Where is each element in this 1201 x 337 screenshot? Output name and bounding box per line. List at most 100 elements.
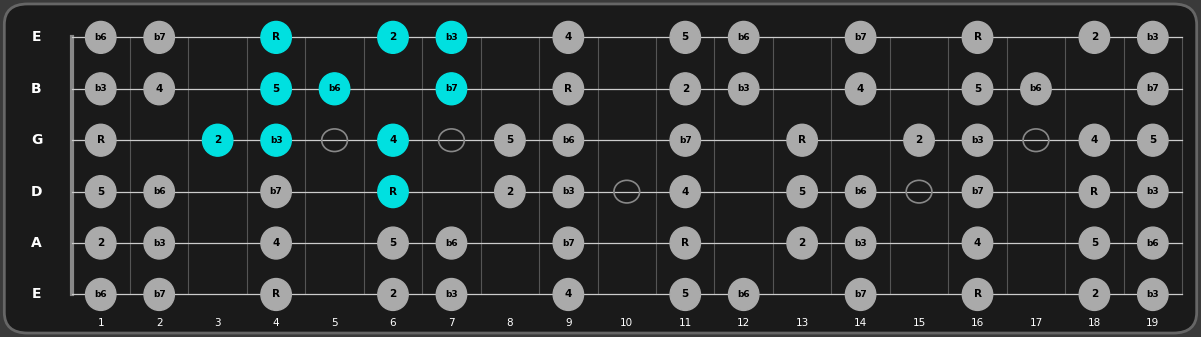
Ellipse shape xyxy=(261,22,292,53)
Text: 2: 2 xyxy=(682,84,689,94)
Ellipse shape xyxy=(554,227,584,259)
Ellipse shape xyxy=(1137,279,1169,310)
FancyBboxPatch shape xyxy=(5,4,1196,333)
Text: R: R xyxy=(389,187,398,196)
Text: b7: b7 xyxy=(854,290,867,299)
Text: A: A xyxy=(31,236,42,250)
Ellipse shape xyxy=(144,22,174,53)
Text: 2: 2 xyxy=(507,187,514,196)
Text: b3: b3 xyxy=(1147,290,1159,299)
Ellipse shape xyxy=(962,124,993,156)
Text: E: E xyxy=(31,30,41,44)
Ellipse shape xyxy=(495,124,525,156)
Ellipse shape xyxy=(85,227,116,259)
Text: 9: 9 xyxy=(564,318,572,328)
Ellipse shape xyxy=(962,176,993,208)
Text: 2: 2 xyxy=(799,238,806,248)
Ellipse shape xyxy=(1080,124,1110,156)
Ellipse shape xyxy=(378,124,408,156)
Text: 8: 8 xyxy=(507,318,513,328)
Text: 5: 5 xyxy=(1149,135,1157,145)
Text: b7: b7 xyxy=(153,33,166,42)
Text: 2: 2 xyxy=(97,238,104,248)
Text: b6: b6 xyxy=(446,239,458,248)
Text: b7: b7 xyxy=(153,290,166,299)
Ellipse shape xyxy=(1080,227,1110,259)
Text: 4: 4 xyxy=(681,187,689,196)
Ellipse shape xyxy=(1080,176,1110,208)
Text: b7: b7 xyxy=(270,187,282,196)
Ellipse shape xyxy=(436,73,467,105)
Ellipse shape xyxy=(904,124,934,156)
Text: b6: b6 xyxy=(854,187,867,196)
Text: b6: b6 xyxy=(328,84,341,93)
Ellipse shape xyxy=(261,124,292,156)
Ellipse shape xyxy=(85,73,116,105)
Ellipse shape xyxy=(1137,73,1169,105)
Ellipse shape xyxy=(378,227,408,259)
Text: 16: 16 xyxy=(970,318,984,328)
Ellipse shape xyxy=(670,73,700,105)
Ellipse shape xyxy=(729,279,759,310)
Text: 3: 3 xyxy=(214,318,221,328)
Ellipse shape xyxy=(261,227,292,259)
Text: b3: b3 xyxy=(737,84,749,93)
Text: b7: b7 xyxy=(972,187,984,196)
Text: B: B xyxy=(31,82,42,96)
Ellipse shape xyxy=(1137,176,1169,208)
Text: 4: 4 xyxy=(155,84,163,94)
Ellipse shape xyxy=(554,176,584,208)
Ellipse shape xyxy=(729,73,759,105)
Text: R: R xyxy=(799,135,806,145)
Ellipse shape xyxy=(1080,279,1110,310)
Text: 6: 6 xyxy=(389,318,396,328)
Ellipse shape xyxy=(261,279,292,310)
Text: R: R xyxy=(97,135,104,145)
Text: R: R xyxy=(273,32,280,42)
Text: 5: 5 xyxy=(507,135,514,145)
Text: D: D xyxy=(31,185,42,198)
Text: 5: 5 xyxy=(97,187,104,196)
Ellipse shape xyxy=(436,279,467,310)
Text: b6: b6 xyxy=(1029,84,1042,93)
Ellipse shape xyxy=(846,279,876,310)
Text: b7: b7 xyxy=(854,33,867,42)
Text: 2: 2 xyxy=(1091,289,1098,300)
Ellipse shape xyxy=(144,176,174,208)
Text: 2: 2 xyxy=(1091,32,1098,42)
Text: 4: 4 xyxy=(858,84,865,94)
Ellipse shape xyxy=(554,124,584,156)
Text: R: R xyxy=(974,32,981,42)
Text: 5: 5 xyxy=(682,32,689,42)
Text: b7: b7 xyxy=(1147,84,1159,93)
Ellipse shape xyxy=(846,227,876,259)
Text: E: E xyxy=(31,287,41,302)
Ellipse shape xyxy=(1021,73,1051,105)
Ellipse shape xyxy=(554,279,584,310)
Ellipse shape xyxy=(85,22,116,53)
Text: b7: b7 xyxy=(679,136,692,145)
Text: 2: 2 xyxy=(389,32,396,42)
Text: b3: b3 xyxy=(270,136,282,145)
Ellipse shape xyxy=(787,227,818,259)
Text: R: R xyxy=(974,289,981,300)
Text: G: G xyxy=(31,133,42,147)
Ellipse shape xyxy=(554,22,584,53)
Ellipse shape xyxy=(670,176,700,208)
Ellipse shape xyxy=(144,227,174,259)
Text: b7: b7 xyxy=(446,84,458,93)
Text: b3: b3 xyxy=(854,239,867,248)
Text: 7: 7 xyxy=(448,318,455,328)
Text: 12: 12 xyxy=(737,318,751,328)
Text: 10: 10 xyxy=(620,318,633,328)
Ellipse shape xyxy=(495,176,525,208)
Ellipse shape xyxy=(846,73,876,105)
Text: b6: b6 xyxy=(562,136,574,145)
Text: 5: 5 xyxy=(273,84,280,94)
Ellipse shape xyxy=(144,279,174,310)
Text: 11: 11 xyxy=(679,318,692,328)
Ellipse shape xyxy=(962,227,993,259)
Text: b6: b6 xyxy=(1147,239,1159,248)
Text: b3: b3 xyxy=(446,33,458,42)
Text: b3: b3 xyxy=(562,187,574,196)
